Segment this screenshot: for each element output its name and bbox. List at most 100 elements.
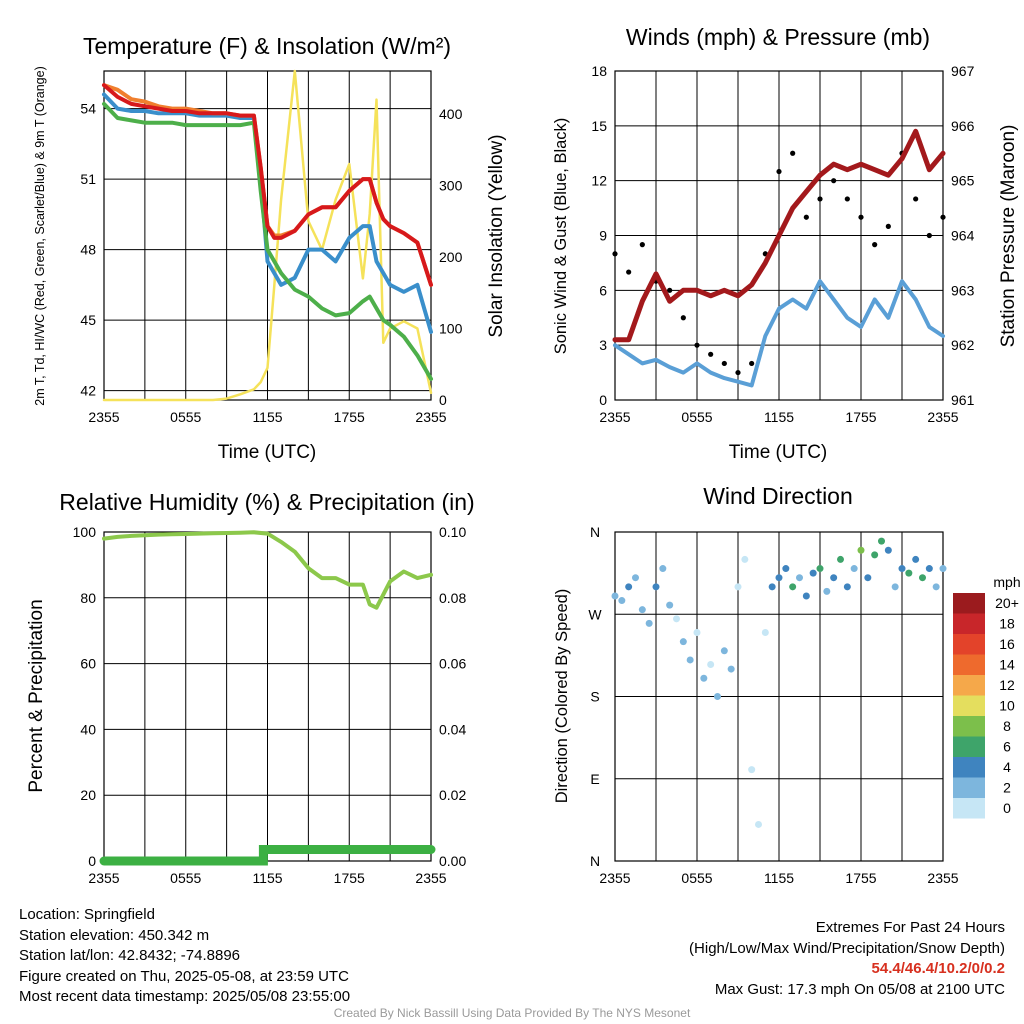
legend-label: 6 <box>1003 739 1011 755</box>
gust-point <box>940 214 946 220</box>
x-tick-label: 1755 <box>845 870 876 886</box>
direction-point <box>864 574 872 582</box>
direction-point <box>679 638 687 646</box>
extremes-box: Extremes For Past 24 Hours (High/Low/Max… <box>689 918 1005 1000</box>
direction-point <box>741 555 749 563</box>
direction-point <box>925 565 933 573</box>
x-tick-label: 2355 <box>599 870 630 886</box>
temp-y-axis-label: 2m T, Td, HI/WC (Red, Green, Scarlet/Blu… <box>33 66 47 405</box>
x-tick-label: 2355 <box>927 870 958 886</box>
legend-swatch <box>953 634 985 655</box>
gust-point <box>735 369 741 376</box>
dewpoint-line <box>102 92 433 334</box>
legend-title: mph <box>993 574 1020 590</box>
direction-point <box>898 565 906 573</box>
x-tick-label: 2355 <box>415 870 446 886</box>
winds-y-axis-label: Sonic Wind & Gust (Blue, Black) <box>552 118 570 355</box>
extremes-title: Extremes For Past 24 Hours <box>815 919 1005 936</box>
direction-point <box>912 555 920 563</box>
y-tick-label: 12 <box>591 173 607 189</box>
direction-point <box>837 555 844 563</box>
legend-swatch <box>953 675 985 696</box>
elevation-text: Station elevation: 450.342 m <box>19 926 210 944</box>
y2-tick-label: 966 <box>951 118 975 134</box>
heat-index-line <box>102 101 433 381</box>
legend-swatch <box>953 695 985 716</box>
temp2m-line <box>102 83 433 287</box>
direction-point <box>809 569 817 577</box>
gust-point <box>803 214 809 220</box>
y2-tick-label: 0.02 <box>439 787 466 803</box>
direction-point <box>700 674 708 682</box>
y-tick-label: 42 <box>80 383 96 399</box>
direction-point <box>857 546 865 554</box>
legend-swatch <box>953 736 985 757</box>
direction-point <box>775 574 783 582</box>
direction-point <box>686 656 694 664</box>
latlon-text: Station lat/lon: 42.8432; -74.8896 <box>19 947 241 964</box>
direction-point <box>796 574 803 582</box>
y2-tick-label: 961 <box>951 392 975 408</box>
direction-point <box>932 583 940 591</box>
y-tick-label: 0 <box>88 853 96 869</box>
x-tick-label: 1755 <box>334 409 365 425</box>
temp-y2-axis-label: Solar Insolation (Yellow) <box>486 134 507 337</box>
legend-label: 14 <box>999 657 1015 673</box>
gust-point <box>626 269 632 275</box>
station-info: Location: Springfield Station elevation:… <box>19 905 350 1008</box>
direction-point <box>707 661 715 669</box>
wdir-y-axis-label: Direction (Colored By Speed) <box>553 589 571 804</box>
direction-point <box>802 592 810 600</box>
humidity-panel: 2355 0555 1155 1755 23550204060801000.000.02… <box>73 524 467 886</box>
direction-tick-label: E <box>590 771 599 787</box>
legend-label: 2 <box>1003 780 1011 796</box>
x-tick-label: 0555 <box>681 409 712 425</box>
y-tick-label: 60 <box>80 656 96 672</box>
y2-tick-label: 967 <box>951 63 975 79</box>
direction-point <box>748 766 756 774</box>
legend-label: 16 <box>999 636 1015 652</box>
direction-tick-label: S <box>590 689 599 705</box>
y2-tick-label: 0.04 <box>439 721 466 737</box>
gust-point <box>694 342 700 348</box>
direction-point <box>638 606 646 614</box>
direction-point <box>830 574 838 582</box>
direction-point <box>714 693 721 700</box>
legend-swatch <box>953 613 985 634</box>
insolation-line <box>102 69 433 402</box>
x-tick-label: 1155 <box>252 409 282 425</box>
winds-x-axis-label: Time (UTC) <box>729 442 828 463</box>
legend-label: 8 <box>1003 718 1011 734</box>
direction-point <box>891 583 899 591</box>
precip-line <box>99 845 436 866</box>
legend-label: 10 <box>999 698 1015 714</box>
gust-point <box>790 150 796 156</box>
legend-swatch <box>953 654 985 675</box>
temp-chart-title: Temperature (F) & Insolation (W/m²) <box>83 33 451 59</box>
gust-point <box>776 168 782 175</box>
direction-tick-label: N <box>590 853 600 869</box>
created-text: Figure created on Thu, 2025-05-08, at 23… <box>19 967 349 985</box>
y-tick-label: 45 <box>80 312 96 328</box>
y2-tick-label: 0.10 <box>439 524 466 540</box>
legend-swatch <box>953 716 985 737</box>
y2-tick-label: 963 <box>951 282 975 298</box>
y2-tick-label: 0.00 <box>439 853 466 869</box>
x-tick-label: 0555 <box>681 870 712 886</box>
direction-point <box>625 583 633 591</box>
legend-label: 20+ <box>995 595 1019 611</box>
gust-point <box>817 196 823 202</box>
temperature-panel: 2355 0555 1155 1755 2355 42 45 48 51 54 0 100 200 300… <box>80 69 463 425</box>
winds-panel: 2355 0555 1155 1755 235503691215189619629639… <box>591 63 974 425</box>
speed-legend: mph 0 2 4 6 8 10 12 14 16 18 20+ <box>953 574 1021 819</box>
temp-x-axis-label: Time (UTC) <box>218 442 317 463</box>
direction-point <box>693 629 701 637</box>
y2-tick-label: 964 <box>951 228 975 244</box>
y-tick-label: 54 <box>80 101 96 117</box>
direction-point <box>884 546 892 554</box>
gust-point <box>831 178 837 184</box>
pressure-line <box>612 128 946 343</box>
gust-point <box>926 232 932 239</box>
legend-swatch <box>953 593 985 614</box>
